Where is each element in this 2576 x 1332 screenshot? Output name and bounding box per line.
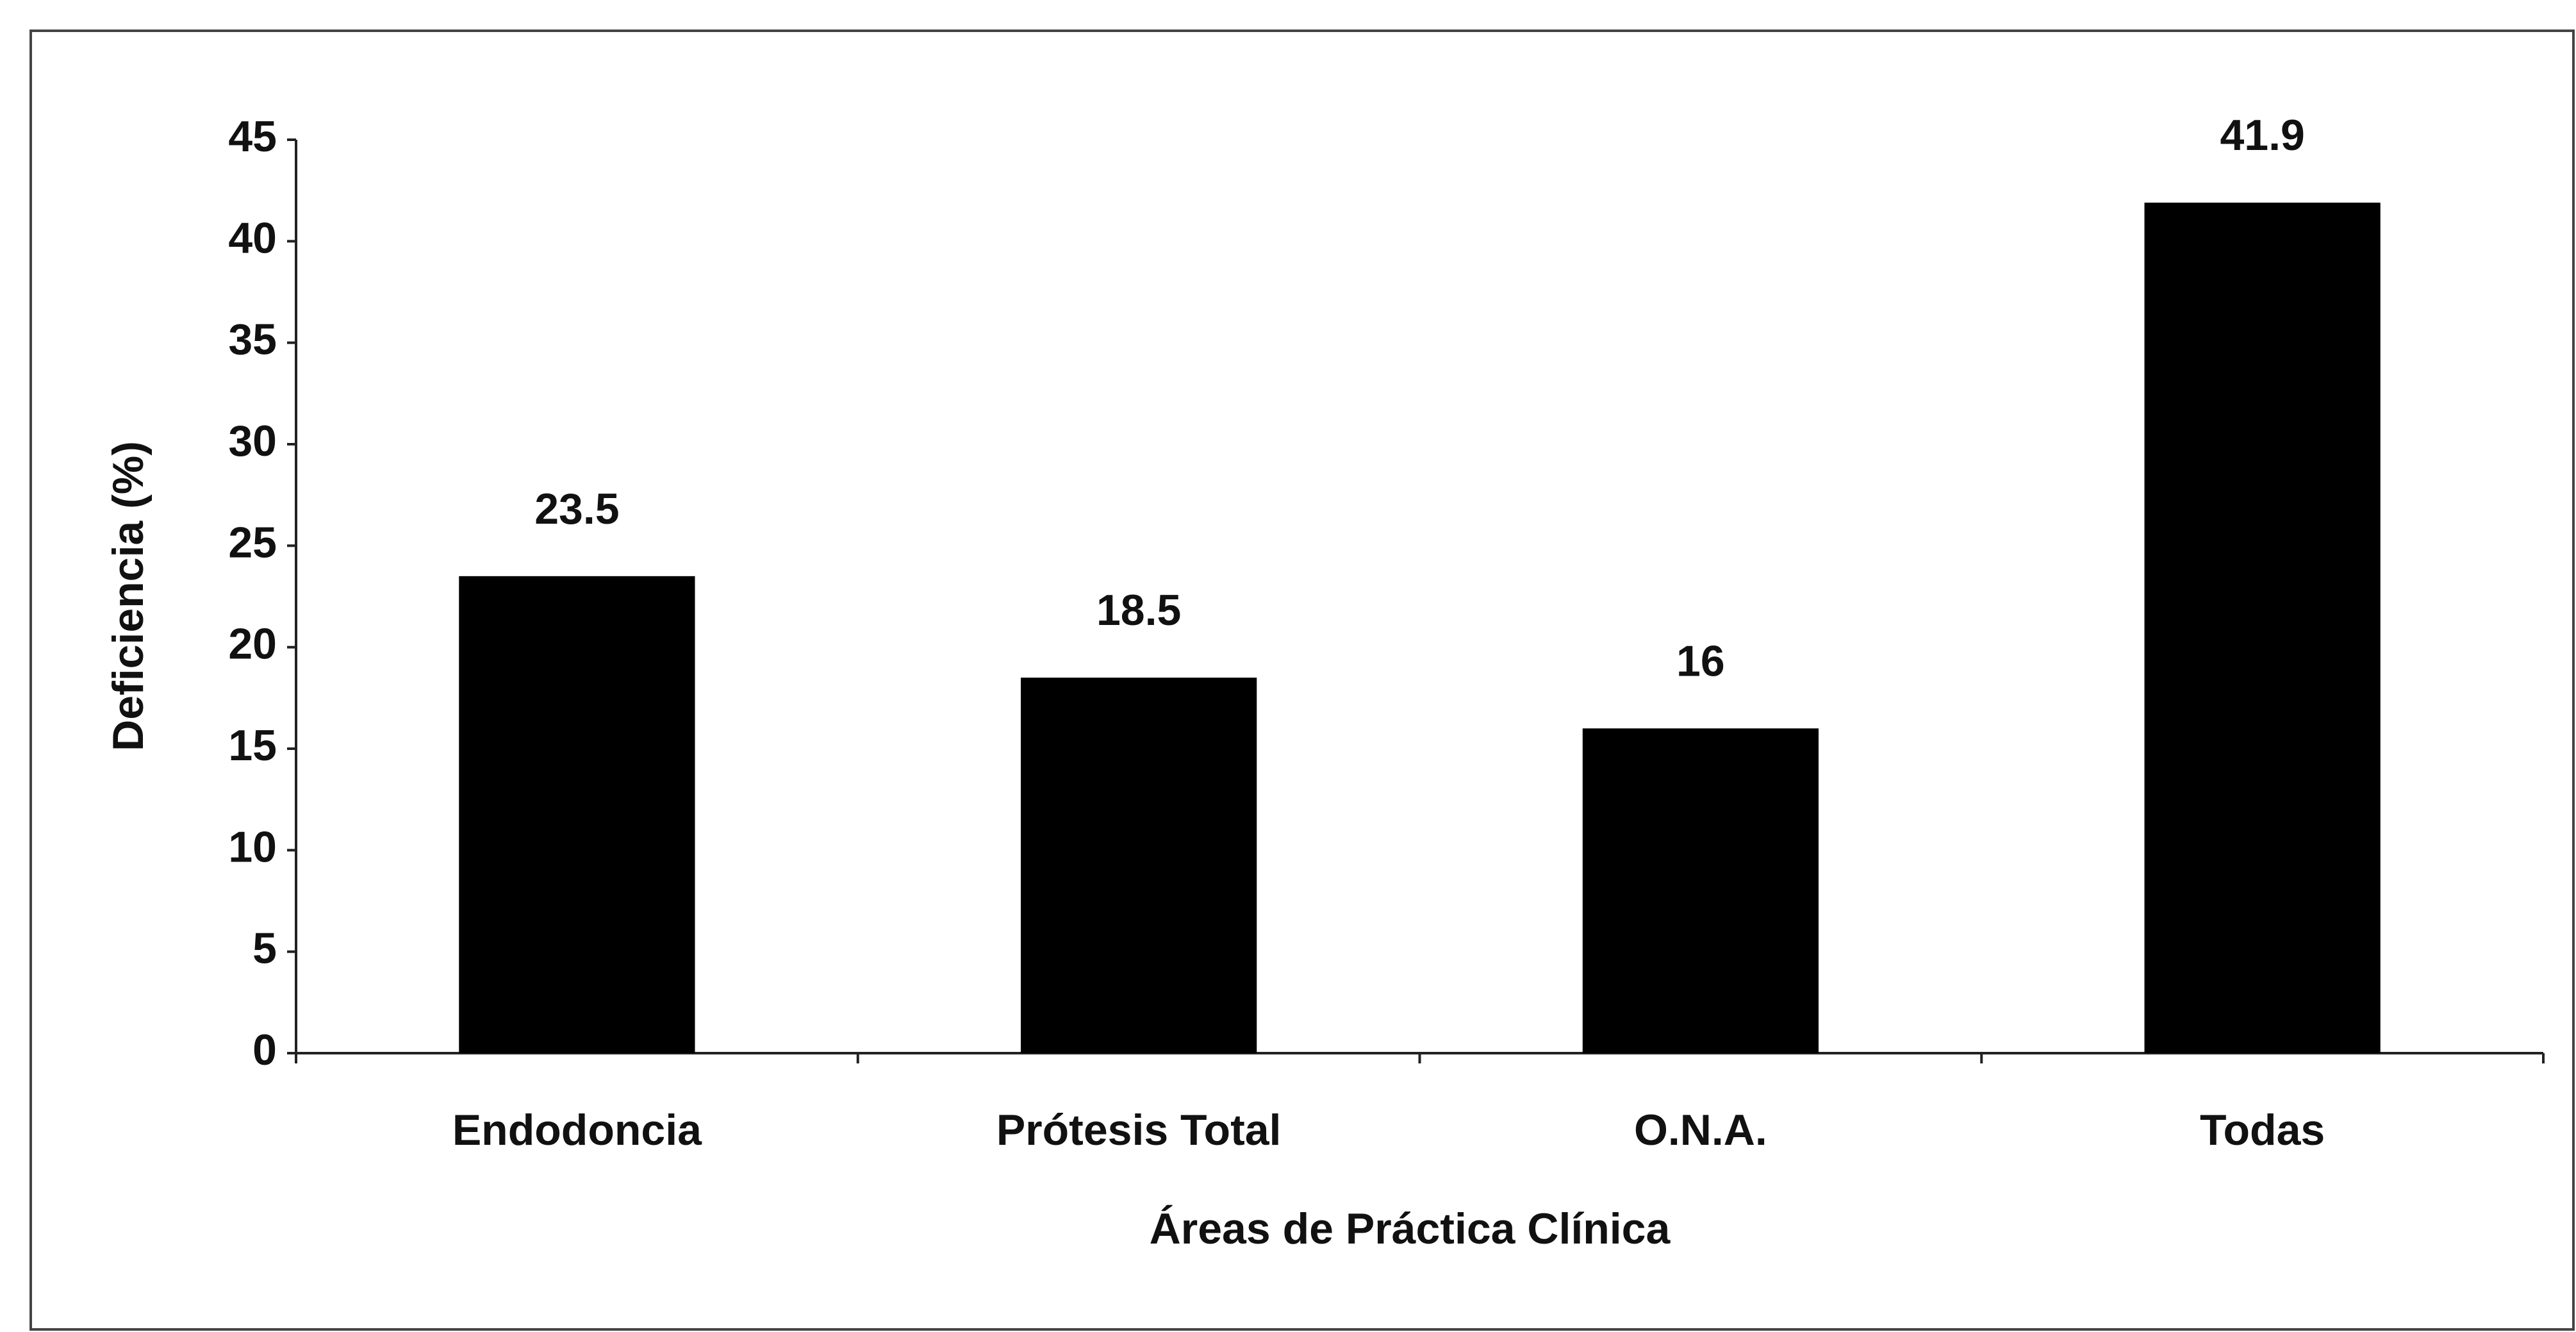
x-tick-label: O.N.A. xyxy=(1634,1106,1767,1154)
data-label: 41.9 xyxy=(2220,111,2304,160)
bar xyxy=(459,576,695,1053)
y-tick-label: 15 xyxy=(228,721,277,770)
data-label: 16 xyxy=(1676,637,1725,685)
frame xyxy=(29,29,2575,1331)
y-tick-label: 35 xyxy=(228,315,277,364)
data-label: 18.5 xyxy=(1096,586,1181,635)
y-tick-label: 20 xyxy=(228,620,277,669)
y-tick-label: 10 xyxy=(228,822,277,871)
y-tick-label: 0 xyxy=(252,1026,277,1074)
y-tick-label: 5 xyxy=(252,924,277,973)
y-tick-label: 45 xyxy=(228,112,277,161)
y-tick-label: 25 xyxy=(228,518,277,567)
bar xyxy=(1021,678,1257,1053)
x-tick-label: Endodoncia xyxy=(452,1106,702,1154)
y-axis-label: Deficiencia (%) xyxy=(104,441,153,751)
y-tick-label: 40 xyxy=(228,213,277,262)
bar xyxy=(2144,203,2381,1054)
x-tick-label: Prótesis Total xyxy=(996,1106,1282,1154)
y-tick-label: 30 xyxy=(228,417,277,465)
bar xyxy=(1582,728,1819,1053)
data-label: 23.5 xyxy=(534,485,619,533)
x-axis-label: Áreas de Práctica Clínica xyxy=(1150,1204,1671,1253)
x-tick-label: Todas xyxy=(2200,1106,2325,1154)
